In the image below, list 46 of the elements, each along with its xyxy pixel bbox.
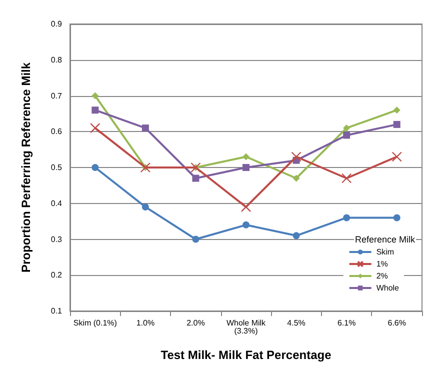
point — [392, 152, 402, 162]
x-tick-label: 4.5% — [287, 318, 306, 328]
legend-label: 1% — [376, 260, 388, 268]
x-axis-title: Test Milk- Milk Fat Percentage — [160, 348, 332, 362]
point — [292, 174, 300, 182]
x-tick-label: 6.6% — [388, 318, 406, 328]
point — [192, 236, 200, 243]
point — [343, 132, 350, 139]
legend-label: Skim — [376, 248, 394, 256]
point — [92, 106, 99, 114]
point — [240, 202, 252, 212]
legend-label: Whole — [376, 284, 400, 292]
point — [393, 106, 400, 114]
y-tick-label: 0.3 — [50, 234, 63, 244]
y-tick-label: 0.6 — [50, 127, 63, 136]
point — [242, 164, 250, 171]
y-axis-title: Proportion Perferring Reference Milk — [19, 62, 33, 273]
point — [343, 124, 350, 132]
point — [192, 174, 200, 182]
point — [242, 221, 250, 228]
point — [242, 153, 250, 160]
point — [393, 214, 400, 222]
point — [92, 164, 99, 171]
legend-label: 2% — [376, 272, 388, 280]
y-tick-label: 0.5 — [50, 163, 63, 172]
y-tick-label: 0.1 — [50, 306, 63, 316]
point — [343, 214, 350, 222]
point — [393, 120, 400, 128]
y-tick-label: 0.9 — [50, 20, 63, 28]
x-tick-label: 1.0% — [136, 318, 155, 328]
x-tick-label: Skim (0.1%) — [73, 318, 118, 328]
point — [92, 92, 99, 100]
point — [291, 152, 302, 162]
point — [90, 122, 100, 134]
x-tick-label: Whole Milk (3.3%) — [226, 318, 267, 336]
y-tick-label: 0.8 — [50, 55, 63, 64]
y-tick-label: 0.7 — [50, 91, 63, 100]
y-tick-label: 0.4 — [50, 198, 63, 208]
y-tick-label: 0.2 — [50, 270, 63, 280]
x-tick-label: 2.0% — [186, 318, 205, 328]
x-tick-label: 6.1% — [337, 318, 356, 328]
point — [341, 173, 352, 184]
point — [142, 203, 149, 210]
point — [292, 232, 300, 240]
legend-title: Reference Milk — [354, 234, 416, 244]
point — [142, 124, 149, 132]
